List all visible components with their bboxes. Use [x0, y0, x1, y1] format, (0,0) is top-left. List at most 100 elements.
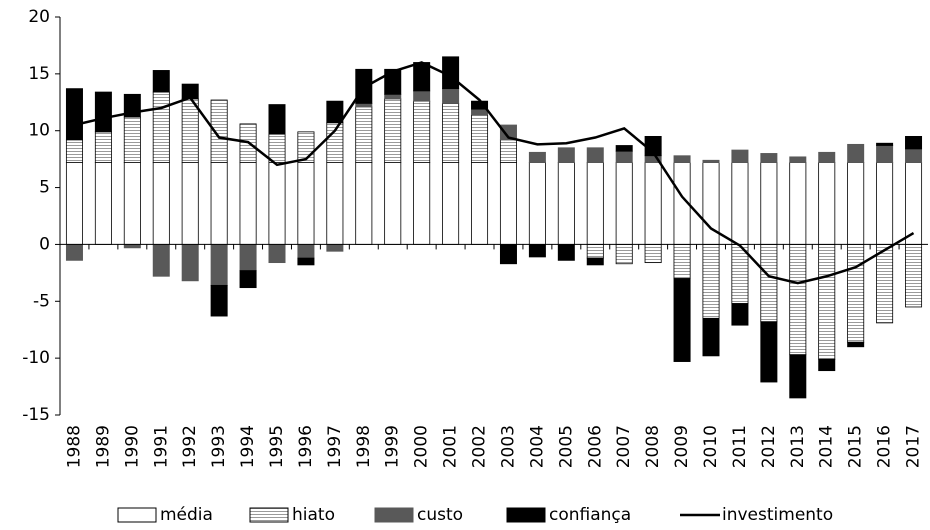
y-tick-label: 0 — [39, 234, 50, 254]
x-tick-label: 1988 — [64, 425, 84, 468]
bar-segment — [615, 162, 633, 245]
x-tick-label: 2017 — [904, 425, 924, 468]
legend-swatch — [506, 507, 546, 523]
x-tick-label: 2005 — [556, 425, 576, 468]
bar-segment — [384, 98, 402, 163]
bar-segment — [905, 135, 923, 150]
bar-segment — [152, 91, 170, 163]
bar-segment — [644, 162, 662, 245]
bar-segment — [297, 244, 315, 259]
bar-segment — [355, 103, 373, 108]
legend-swatch — [374, 507, 414, 523]
bar-segment — [615, 244, 633, 265]
bar-segment — [181, 162, 199, 245]
legend-label: confiança — [549, 505, 631, 525]
bar-segment — [297, 162, 315, 245]
x-tick-label: 2007 — [614, 425, 634, 468]
bar-segment — [268, 162, 286, 245]
bar-segment — [471, 108, 489, 116]
x-tick-label: 2004 — [527, 425, 547, 468]
bar-segment — [586, 244, 604, 259]
bar-segment — [239, 162, 257, 245]
bar-segment — [760, 153, 778, 163]
bar-segment — [326, 162, 344, 245]
bar-segment — [442, 103, 460, 163]
bar-segment — [268, 244, 286, 264]
x-tick-label: 1996 — [296, 425, 316, 468]
bar-segment — [94, 131, 112, 163]
bar-segment — [789, 354, 807, 399]
bar-segment — [413, 100, 431, 163]
bar-segment — [673, 155, 691, 163]
bar-segment — [152, 70, 170, 93]
bar-segment — [210, 162, 228, 245]
bar-segment — [181, 244, 199, 282]
legend-label: investimento — [722, 505, 833, 525]
legend-label: média — [160, 505, 213, 525]
line-series — [74, 61, 915, 285]
x-tick-label: 1989 — [93, 425, 113, 468]
bar-segment — [789, 156, 807, 163]
bar-segment — [65, 162, 83, 245]
bar-segment — [499, 124, 517, 141]
x-tick-label: 1995 — [267, 425, 287, 468]
x-tick-label: 2002 — [470, 425, 490, 468]
bar-segment — [94, 162, 112, 245]
x-tick-label: 2013 — [788, 425, 808, 468]
x-tick-label: 2009 — [672, 425, 692, 468]
bar-segment — [268, 133, 286, 163]
bar-segment — [586, 162, 604, 245]
x-tick-label: 2003 — [498, 425, 518, 468]
bar-segment — [905, 162, 923, 245]
bar-segment — [586, 147, 604, 163]
x-tick-label: 2011 — [730, 425, 750, 468]
x-tick-label: 2006 — [585, 425, 605, 468]
bar-segment — [586, 257, 604, 266]
bar-segment — [355, 106, 373, 163]
bar-segment — [65, 244, 83, 261]
bar-segment — [760, 162, 778, 245]
y-tick-label: -10 — [22, 348, 50, 368]
bar-segment — [528, 151, 546, 163]
x-tick-label: 1992 — [180, 425, 200, 468]
bar-segment — [876, 145, 894, 163]
x-tick-label: 2015 — [846, 425, 866, 468]
bar-segment — [818, 162, 836, 245]
bar-segment — [268, 104, 286, 135]
bar-segment — [847, 143, 865, 163]
bar-segment — [847, 341, 865, 348]
bar-segment — [847, 244, 865, 343]
bar-segment — [702, 317, 720, 357]
x-tick-label: 1999 — [383, 425, 403, 468]
bar-segment — [818, 244, 836, 360]
legend-swatch — [117, 507, 157, 523]
bar-segment — [760, 321, 778, 383]
y-tick-label: 15 — [28, 64, 50, 84]
bar-segment — [731, 149, 749, 163]
bar-segment — [65, 88, 83, 141]
bar-segment — [499, 162, 517, 245]
legend-label: hiato — [292, 505, 335, 525]
bar-segment — [152, 244, 170, 277]
x-tick-label: 1991 — [151, 425, 171, 468]
x-tick-label: 1998 — [354, 425, 374, 468]
bar-segment — [760, 244, 778, 323]
bar-segment — [65, 139, 83, 163]
bar-segment — [297, 257, 315, 266]
bar-segment — [123, 116, 141, 163]
bar-segment — [239, 244, 257, 271]
bar-segment — [731, 162, 749, 245]
bar-segment — [557, 162, 575, 245]
bar-segment — [615, 150, 633, 163]
bar-segment — [644, 244, 662, 264]
bar-segment — [210, 99, 228, 163]
bar-segment — [702, 244, 720, 319]
bar-segment — [413, 62, 431, 92]
bar-segment — [818, 358, 836, 372]
x-tick-label: 1990 — [122, 425, 142, 468]
x-tick-label: 2012 — [759, 425, 779, 468]
bar-segment — [413, 90, 431, 102]
bar-segment — [210, 284, 228, 317]
x-tick-label: 2016 — [875, 425, 895, 468]
bar-segment — [499, 139, 517, 163]
